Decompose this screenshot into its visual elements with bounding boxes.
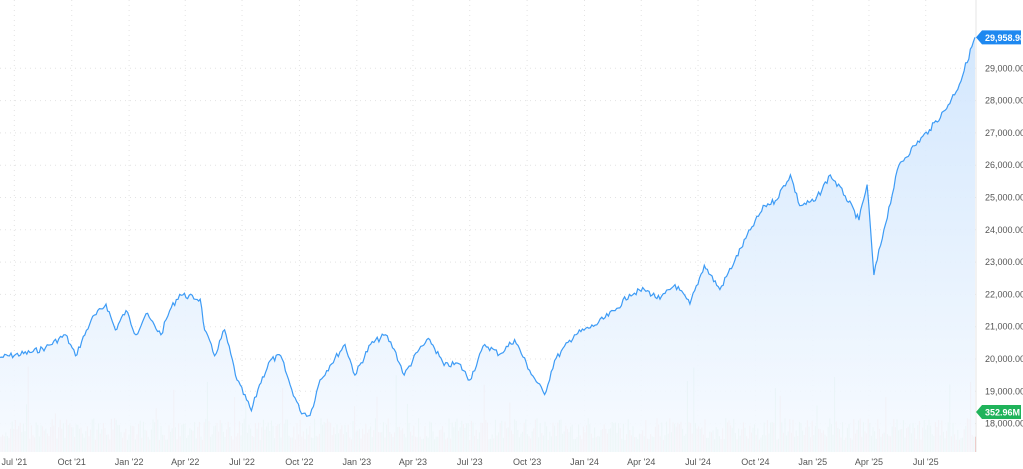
x-tick-label: Oct '23 [513,457,541,467]
x-tick-label: Apr '24 [627,457,655,467]
last-price-tag: 29,958.98 [976,30,1023,45]
last-price-label: 29,958.98 [985,33,1023,43]
y-tick-label: 22,000.00 [985,289,1023,299]
y-tick-label: 27,000.00 [985,128,1023,138]
price-area-fill [0,37,975,453]
y-tick-label: 21,000.00 [985,322,1023,332]
x-tick-label: Jul '21 [1,457,27,467]
x-tick-label: Oct '24 [741,457,769,467]
y-tick-label: 28,000.00 [985,96,1023,106]
x-tick-label: Jul '22 [229,457,255,467]
volume-bar [974,436,976,452]
last-volume-tag: 352.96M [976,405,1021,419]
x-tick-label: Jan '25 [798,457,827,467]
price-line [0,37,976,418]
x-tick-label: Apr '22 [171,457,199,467]
y-tick-label: 19,000.00 [985,386,1023,396]
x-tick-label: Oct '21 [58,457,86,467]
y-tick-label: 25,000.00 [985,193,1023,203]
y-tick-label: 24,000.00 [985,225,1023,235]
x-tick-label: Oct '22 [285,457,313,467]
x-tick-label: Jan '23 [342,457,371,467]
y-tick-label: 29,000.00 [985,63,1023,73]
x-tick-label: Jul '24 [685,457,711,467]
x-tick-label: Apr '25 [855,457,883,467]
x-tick-label: Jul '25 [913,457,939,467]
y-tick-label: 23,000.00 [985,257,1023,267]
last-volume-label: 352.96M [985,408,1020,418]
y-tick-label: 18,000.00 [985,419,1023,429]
x-tick-label: Jan '22 [115,457,144,467]
x-tick-label: Jul '23 [457,457,483,467]
y-tick-label: 26,000.00 [985,160,1023,170]
x-axis-ticks: Jul '21 Oct '21 Jan '22 Apr '22 Jul '22 Oct '… [1,457,938,467]
x-tick-label: Jan '24 [570,457,599,467]
y-axis-ticks: 18,000.00 19,000.00 20,000.00 21,000.00 22,0… [985,63,1023,428]
x-tick-label: Apr '23 [399,457,427,467]
y-tick-label: 20,000.00 [985,354,1023,364]
